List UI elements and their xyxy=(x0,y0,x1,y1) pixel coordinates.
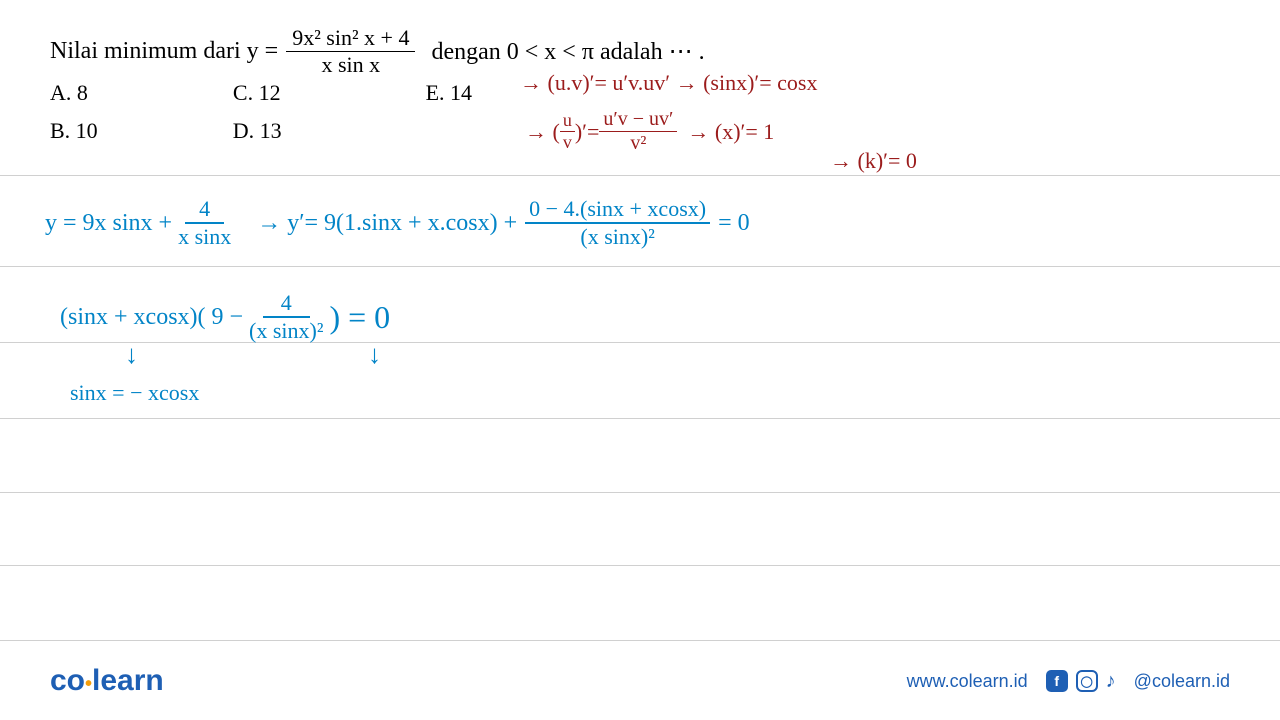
rule-line xyxy=(0,418,1280,419)
frac-numerator: 9x² sin² x + 4 xyxy=(286,25,415,52)
blue-work-line1: y = 9x sinx + 4 x sinx → y′= 9(1.sinx + … xyxy=(45,196,750,250)
frac-denominator: x sin x xyxy=(315,52,386,78)
footer-url: www.colearn.id xyxy=(907,671,1028,692)
red-note-product-rule: → (u.v)′= u′v.uv′ → (sinx)′= cosx xyxy=(520,70,817,96)
brand-logo: co•learn xyxy=(50,664,164,698)
rule-line xyxy=(0,266,1280,267)
tiktok-icon: ♪ xyxy=(1106,670,1116,693)
problem-suffix: dengan 0 < x < π adalah ⋯ . xyxy=(431,37,704,66)
red-note-quotient-rule: → ( u v )′= u′v − uv′ v² → (x)′= 1 xyxy=(525,108,774,155)
rule-line xyxy=(0,565,1280,566)
blue-work-line2: (sinx + xcosx)( 9 − 4 (x sinx)² ) = 0 xyxy=(60,290,390,344)
instagram-icon: ◯ xyxy=(1076,670,1098,692)
facebook-icon: f xyxy=(1046,670,1068,692)
problem-fraction: 9x² sin² x + 4 x sin x xyxy=(286,25,415,78)
answer-options: A. 8 C. 12 E. 14 B. 10 D. 13 xyxy=(50,80,472,144)
problem-prefix: Nilai minimum dari y = xyxy=(50,38,278,65)
rule-line xyxy=(0,492,1280,493)
social-handle: @colearn.id xyxy=(1134,671,1230,692)
footer: co•learn www.colearn.id f ◯ ♪ @colearn.i… xyxy=(0,664,1280,698)
rule-line xyxy=(0,640,1280,641)
option-a: A. 8 xyxy=(50,80,88,106)
red-note-constant-rule: → (k)′= 0 xyxy=(830,148,917,174)
blue-arrow-down-1: ↓ xyxy=(125,340,138,370)
blue-work-line3: sinx = − xcosx xyxy=(70,380,199,406)
blue-arrow-down-2: ↓ xyxy=(368,340,381,370)
footer-right: www.colearn.id f ◯ ♪ @colearn.id xyxy=(907,670,1230,693)
social-icons: f ◯ ♪ xyxy=(1046,670,1116,693)
option-c: C. 12 xyxy=(233,80,281,106)
option-d: D. 13 xyxy=(233,118,282,144)
option-e: E. 14 xyxy=(426,80,472,106)
rule-line xyxy=(0,175,1280,176)
option-b: B. 10 xyxy=(50,118,98,144)
